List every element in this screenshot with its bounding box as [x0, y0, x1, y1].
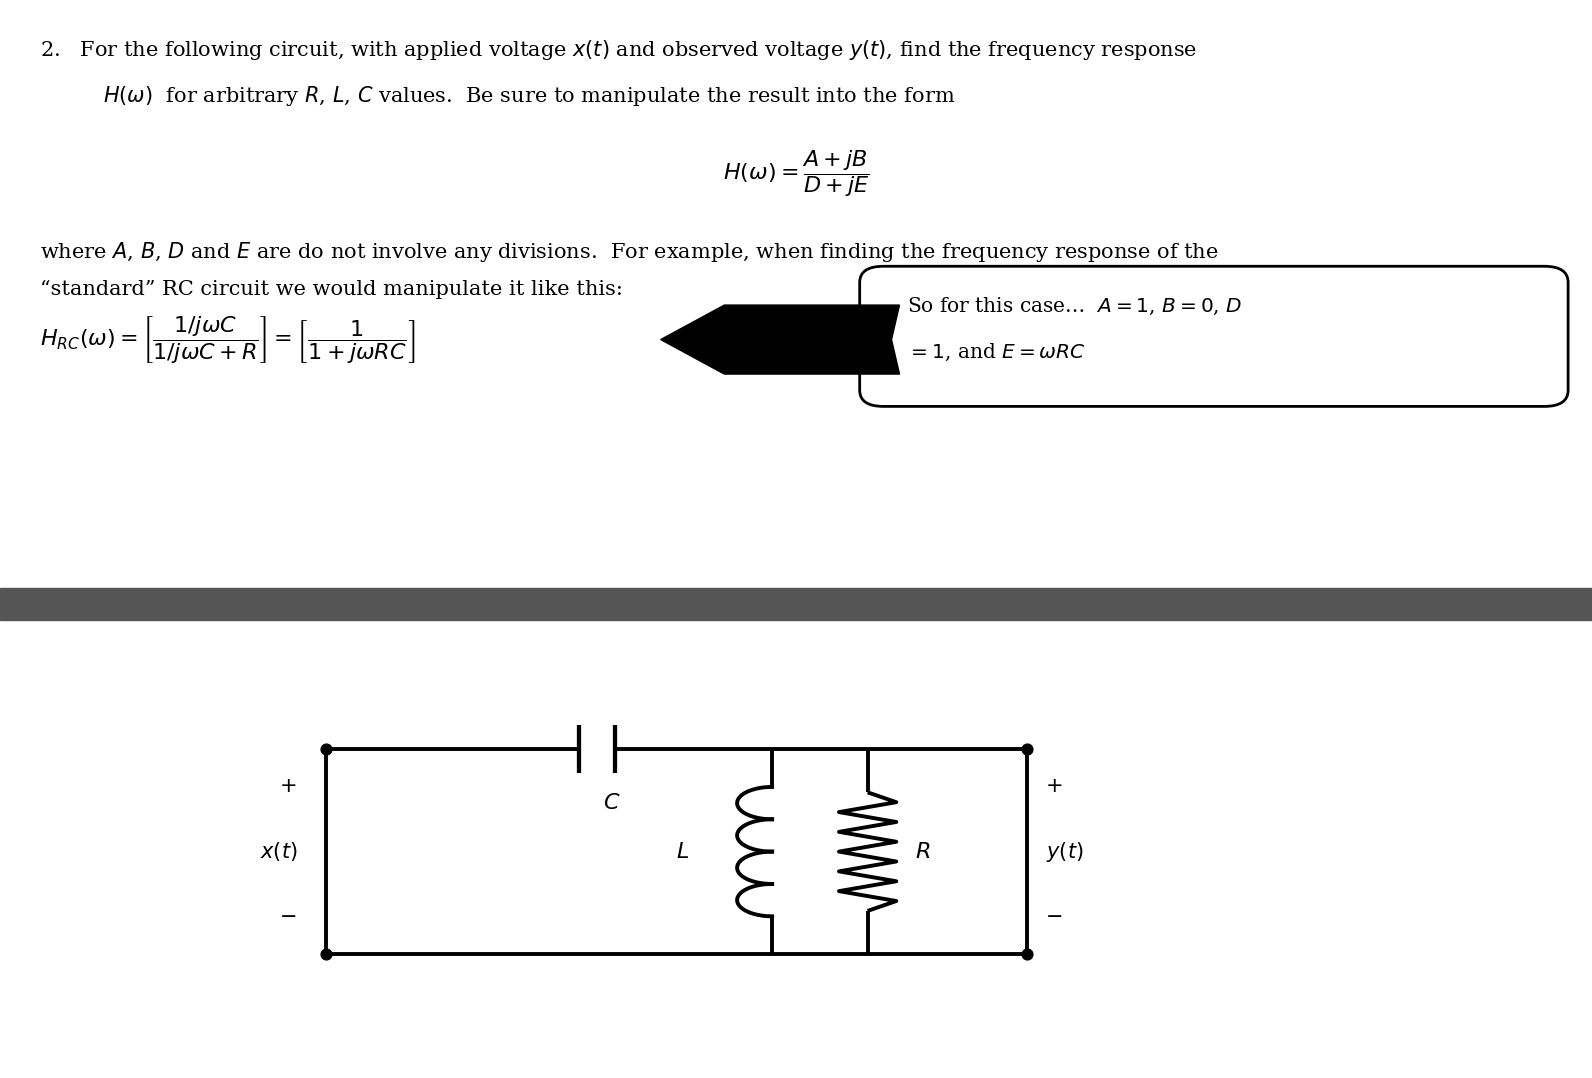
Point [1014, 945, 1040, 963]
Text: $y(t)$: $y(t)$ [1046, 840, 1084, 863]
Point [314, 945, 339, 963]
Text: +: + [280, 776, 298, 797]
Text: −: − [1046, 907, 1063, 927]
Text: “standard” RC circuit we would manipulate it like this:: “standard” RC circuit we would manipulat… [40, 280, 622, 300]
FancyBboxPatch shape [860, 266, 1568, 406]
Text: $R$: $R$ [915, 841, 931, 862]
Text: −: − [280, 907, 298, 927]
Point [1014, 741, 1040, 758]
Text: $H(\omega)$  for arbitrary $R$, $L$, $C$ values.  Be sure to manipulate the resu: $H(\omega)$ for arbitrary $R$, $L$, $C$ … [103, 84, 955, 108]
Text: So for this case…  $A = 1$, $B = 0$, $D$: So for this case… $A = 1$, $B = 0$, $D$ [907, 295, 1243, 317]
Text: $H(\omega) = \dfrac{A + jB}{D + jE}$: $H(\omega) = \dfrac{A + jB}{D + jE}$ [723, 148, 869, 198]
Text: $C$: $C$ [603, 792, 621, 814]
Text: where $A$, $B$, $D$ and $E$ are do not involve any divisions.  For example, when: where $A$, $B$, $D$ and $E$ are do not i… [40, 240, 1218, 264]
Text: $L$: $L$ [677, 841, 689, 862]
Point [314, 741, 339, 758]
Bar [0, 588, 1592, 620]
Text: $x(t)$: $x(t)$ [259, 840, 298, 863]
Text: 2.   For the following circuit, with applied voltage $x(t)$ and observed voltage: 2. For the following circuit, with appli… [40, 38, 1197, 61]
Text: $= 1$, and $E = \omega RC$: $= 1$, and $E = \omega RC$ [907, 342, 1086, 363]
Text: +: + [1046, 776, 1063, 797]
Polygon shape [661, 305, 899, 374]
Text: $H_{RC}(\omega) = \left[\dfrac{1/j\omega C}{1/j\omega C + R}\right] = \left[\dfr: $H_{RC}(\omega) = \left[\dfrac{1/j\omega… [40, 314, 416, 365]
